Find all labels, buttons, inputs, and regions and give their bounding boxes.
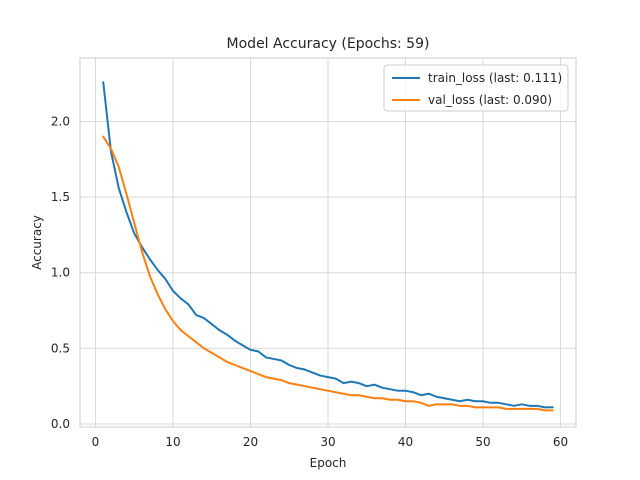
- series-layer: [102, 81, 554, 412]
- x-tick-label: 0: [92, 435, 100, 449]
- x-tick-label: 20: [243, 435, 258, 449]
- plot-frame: [79, 57, 577, 428]
- y-tick-label: 0.0: [51, 417, 70, 431]
- x-tick-label: 50: [475, 435, 490, 449]
- x-tick-label: 30: [320, 435, 335, 449]
- legend-label-val-loss: val_loss (last: 0.090): [428, 93, 552, 107]
- tick-labels: 0 10 20 30 40 50 60 0.0 0.5 1.0 1.5 2.0: [51, 115, 568, 449]
- chart-title: Model Accuracy (Epochs: 59): [227, 36, 430, 52]
- y-tick-label: 2.0: [51, 115, 70, 129]
- x-tick-label: 10: [165, 435, 180, 449]
- y-tick-label: 1.5: [51, 190, 70, 204]
- x-tick-label: 60: [553, 435, 568, 449]
- series-line-val-loss: [102, 135, 554, 412]
- y-axis-label: Accuracy: [30, 215, 44, 270]
- y-tick-label: 0.5: [51, 341, 70, 355]
- x-axis-label: Epoch: [310, 456, 347, 470]
- x-tick-label: 40: [398, 435, 413, 449]
- grid: [80, 58, 576, 427]
- legend: train_loss (last: 0.111) val_loss (last:…: [383, 64, 569, 112]
- y-tick-label: 1.0: [51, 266, 70, 280]
- series-line-train-loss: [102, 81, 554, 409]
- legend-label-train-loss: train_loss (last: 0.111): [428, 71, 562, 85]
- legend-box: [383, 64, 569, 112]
